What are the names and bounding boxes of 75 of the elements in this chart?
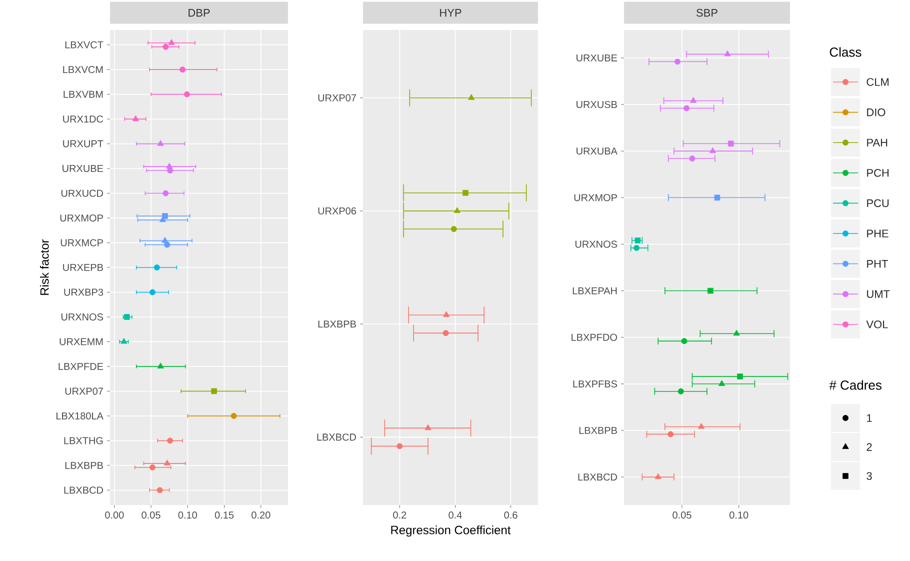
y-tick-label: LBXVCM — [63, 66, 103, 74]
chart-title: SBP — [696, 8, 718, 17]
y-tick-label: URXP06 — [318, 207, 356, 214]
y-tick-label: LBXBCD — [578, 474, 617, 481]
legend-label: PAH — [867, 138, 888, 146]
y-tick-label: LBXTHG — [64, 437, 103, 444]
point — [184, 91, 190, 98]
point — [157, 140, 164, 146]
point — [156, 487, 163, 494]
y-tick-label: URXMOP — [60, 214, 103, 222]
x-tick-label: 0.10 — [729, 512, 748, 519]
x-tick-label: 0.00 — [105, 512, 124, 519]
y-tick-label: URXBP3 — [64, 288, 104, 296]
point — [124, 314, 130, 320]
x-tick-label: 0.05 — [142, 512, 160, 519]
y-tick-label: URXUBE — [62, 165, 104, 172]
legend-label: 2 — [866, 443, 872, 451]
y-tick-label: URXMCP — [60, 239, 103, 246]
y-axis-title: Risk factor — [40, 239, 49, 295]
y-tick-label: URXUBA — [576, 148, 618, 155]
point — [167, 438, 174, 444]
y-tick-label: URXUBE — [576, 54, 618, 62]
legend-label: PHT — [867, 260, 888, 268]
point — [132, 115, 139, 122]
y-tick-label: LBXBPB — [318, 320, 356, 328]
x-tick-label: 0.2 — [393, 512, 406, 519]
point — [211, 388, 217, 394]
legend-label: 1 — [867, 414, 872, 422]
chart-title: HYP — [440, 9, 462, 17]
y-tick-label: URXP07 — [318, 94, 356, 102]
y-tick-label: LBXPFDE — [58, 363, 104, 370]
y-tick-label: LBX180LA — [56, 412, 104, 420]
x-tick-label: 0.10 — [178, 512, 197, 519]
y-tick-label: URXEPB — [63, 264, 103, 271]
text: # Cadres — [829, 380, 882, 390]
point — [149, 289, 156, 296]
text: Class — [830, 47, 862, 57]
legend-label: PCH — [867, 169, 889, 177]
y-tick-label: URXUSB — [576, 100, 617, 108]
y-tick-label: URXUPT — [63, 140, 104, 148]
legend-label: 3 — [866, 472, 872, 480]
legend-label: UMT — [867, 290, 890, 298]
point — [180, 66, 186, 73]
y-tick-label: URX1DC — [63, 116, 104, 123]
y-tick-label: LBXEPAH — [572, 287, 617, 294]
legend-label: PCU — [867, 199, 889, 208]
point — [162, 190, 169, 196]
legend-label: CLM — [866, 78, 889, 86]
y-tick-label: LBXVBM — [64, 90, 103, 98]
point — [230, 412, 237, 419]
y-tick-label: URXEMM — [60, 338, 103, 346]
legend-label: VOL — [866, 320, 888, 328]
x-tick-label: 0.05 — [672, 512, 692, 519]
y-tick-label: LBXVCT — [65, 41, 104, 48]
point — [157, 362, 164, 368]
y-tick-label: URXNOS — [575, 240, 618, 248]
y-tick-label: LBXBCD — [317, 434, 356, 441]
x-tick-label: 0.4 — [448, 512, 462, 519]
y-tick-label: LBXBPB — [579, 427, 617, 434]
y-tick-label: LBXPFDO — [572, 334, 617, 341]
y-tick-label: URXP07 — [65, 388, 103, 395]
legend-label: PHE — [867, 230, 888, 238]
point — [154, 264, 160, 270]
y-tick-label: URXUCD — [61, 190, 103, 197]
y-tick-label: LBXBPB — [65, 462, 103, 469]
x-tick-label: 0.20 — [252, 512, 270, 519]
x-tick-label: 0.6 — [504, 512, 518, 519]
x-axis-title: Regression Coefficient — [391, 525, 511, 537]
y-tick-label: URXMOP — [574, 194, 617, 202]
chart-title: DBP — [188, 9, 210, 17]
x-tick-label: 0.15 — [214, 512, 234, 519]
legend-label: DIO — [867, 108, 886, 116]
y-tick-label: URXNOS — [61, 313, 104, 321]
y-tick-label: LBXPFBS — [573, 380, 618, 388]
y-tick-label: LBXBCD — [64, 486, 103, 494]
